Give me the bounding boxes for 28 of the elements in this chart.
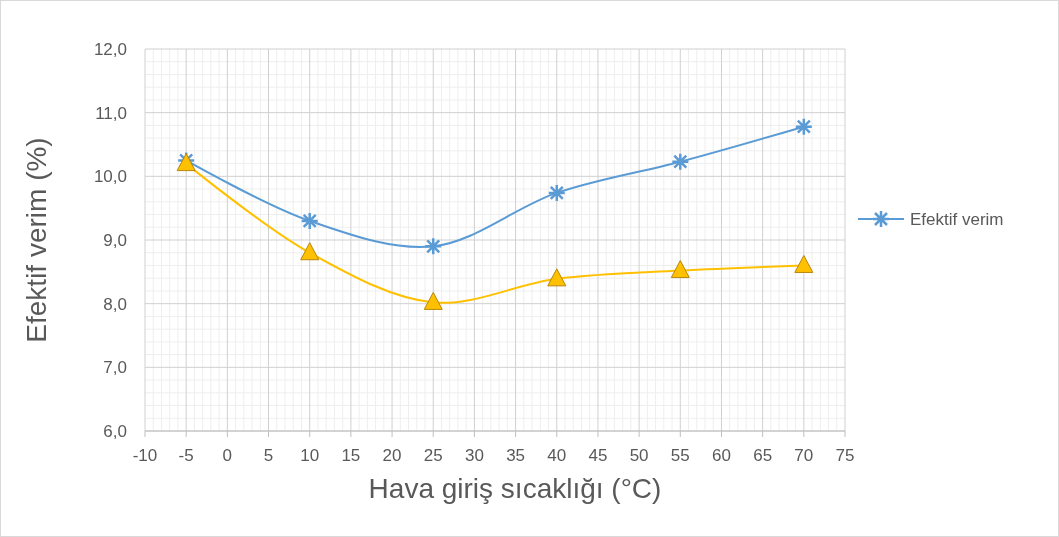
x-tick-label: 40 bbox=[547, 446, 567, 465]
x-tick-label: 25 bbox=[423, 446, 443, 465]
x-tick-label: -5 bbox=[178, 446, 194, 465]
x-tick-label: 30 bbox=[464, 446, 484, 465]
x-tick-label: 50 bbox=[629, 446, 649, 465]
x-tick-label: 35 bbox=[506, 446, 526, 465]
x-tick-label: 20 bbox=[382, 446, 402, 465]
y-tick-label: 7,0 bbox=[103, 358, 127, 378]
y-tick-label: 10,0 bbox=[93, 167, 127, 187]
y-tick-label: 8,0 bbox=[103, 294, 127, 314]
y-tick-label: 6,0 bbox=[103, 422, 127, 441]
y-tick-label: 9,0 bbox=[103, 231, 127, 250]
x-tick-label: 5 bbox=[263, 446, 274, 465]
y-tick-label: 11,0 bbox=[95, 103, 127, 123]
x-tick-label: 0 bbox=[222, 446, 233, 465]
x-axis-title: Hava giriş sıcaklığı (°C) bbox=[368, 473, 662, 504]
x-tick-label: 70 bbox=[794, 446, 814, 465]
x-tick-label: 15 bbox=[341, 446, 361, 465]
x-tick-label: 60 bbox=[712, 446, 731, 465]
x-tick-label: 65 bbox=[753, 446, 773, 465]
x-tick-label: 55 bbox=[670, 446, 690, 465]
legend-label: Efektif verim bbox=[910, 210, 1004, 229]
x-tick-label: 10 bbox=[300, 446, 320, 465]
x-tick-label: -10 bbox=[132, 446, 158, 465]
y-axis-title: Efektif verim (%) bbox=[21, 137, 52, 343]
y-tick-label: 12,0 bbox=[93, 40, 127, 59]
x-tick-label: 45 bbox=[588, 446, 608, 465]
x-tick-label: 75 bbox=[835, 446, 855, 465]
